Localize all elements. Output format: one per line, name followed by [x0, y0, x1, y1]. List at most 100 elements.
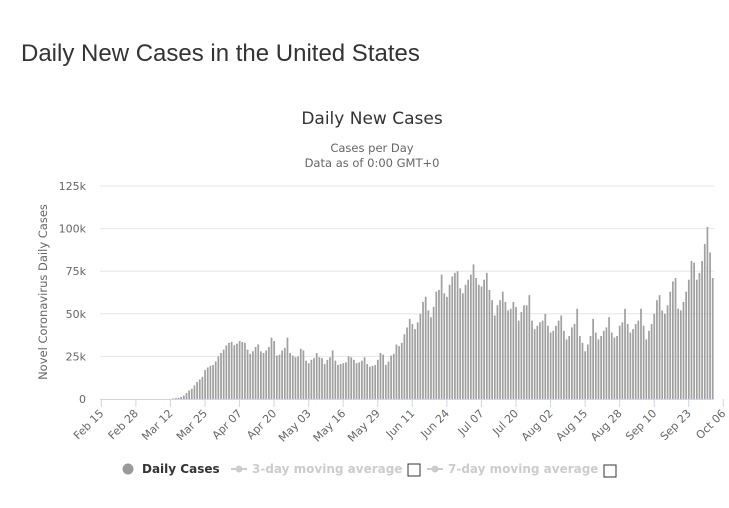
- bar: [629, 332, 632, 399]
- bar: [589, 335, 592, 399]
- x-tick-label: Jun 11: [383, 407, 417, 441]
- y-tick-label: 25k: [66, 350, 87, 363]
- bar: [392, 353, 395, 399]
- bar: [679, 310, 682, 399]
- bar: [299, 348, 302, 399]
- legend-item-7-day-average[interactable]: 7-day moving average: [427, 462, 598, 476]
- bar: [422, 301, 424, 399]
- legend-marker-icon: [431, 465, 439, 473]
- bar: [653, 313, 656, 399]
- bar: [666, 305, 669, 399]
- bar: [225, 345, 228, 399]
- bar: [273, 341, 276, 399]
- legend-checkbox-3-day[interactable]: [407, 463, 421, 477]
- bar: [594, 332, 597, 399]
- bar: [711, 278, 714, 399]
- x-tick-label: Jul 07: [455, 407, 487, 439]
- bar: [337, 364, 339, 399]
- bar: [541, 320, 544, 399]
- bar: [632, 329, 634, 399]
- bar: [493, 315, 496, 399]
- bar: [504, 301, 507, 399]
- bar: [291, 355, 294, 399]
- bar: [217, 356, 220, 399]
- bar: [507, 310, 509, 399]
- bar: [355, 363, 358, 399]
- bar: [483, 279, 486, 399]
- bar: [262, 352, 265, 399]
- bar: [230, 341, 233, 399]
- bar: [222, 349, 225, 399]
- legend-item-daily-cases[interactable]: Daily Cases: [122, 462, 220, 476]
- chart-subtitle-line1: Cases per Day: [330, 141, 413, 155]
- bar: [621, 322, 624, 399]
- bar: [509, 308, 512, 399]
- y-tick-label: 0: [79, 393, 86, 406]
- legend-label-daily-cases: Daily Cases: [142, 462, 220, 476]
- bar: [368, 366, 371, 399]
- legend-checkbox-7-day[interactable]: [603, 464, 617, 478]
- x-tick-label: Aug 28: [588, 407, 625, 444]
- legend-marker-circle-icon: [122, 463, 134, 475]
- bar: [347, 356, 350, 399]
- bar: [190, 388, 193, 399]
- bar: [586, 344, 589, 399]
- bar: [600, 335, 602, 399]
- legend: Daily Cases 3-day moving average 7-day m…: [122, 462, 617, 478]
- bar: [275, 355, 278, 399]
- bar: [406, 327, 408, 399]
- x-tick-label: Jul 20: [489, 407, 521, 439]
- bar: [379, 352, 382, 399]
- bar: [568, 335, 571, 399]
- bar: [244, 342, 246, 399]
- bar: [283, 347, 286, 399]
- bar: [618, 325, 621, 399]
- bar: [384, 364, 387, 399]
- bar: [682, 301, 685, 399]
- bar: [446, 296, 448, 399]
- bar: [690, 260, 693, 399]
- bar: [669, 291, 672, 399]
- bar: [608, 317, 610, 399]
- bar: [642, 325, 645, 399]
- bar: [677, 308, 680, 399]
- bar: [523, 305, 525, 399]
- bar: [501, 291, 504, 399]
- bar: [363, 357, 366, 399]
- bar: [563, 330, 565, 399]
- bar: [637, 320, 640, 399]
- bar: [371, 365, 374, 399]
- bar: [650, 324, 653, 399]
- bar: [613, 337, 616, 399]
- bar: [177, 397, 180, 399]
- bar: [241, 341, 244, 399]
- bar: [204, 370, 206, 399]
- bar: [610, 332, 613, 399]
- bar: [448, 284, 451, 399]
- bar: [438, 289, 440, 399]
- data-bars: [169, 226, 714, 399]
- bar: [305, 360, 307, 399]
- bar: [321, 358, 323, 399]
- bar: [289, 352, 291, 399]
- bar: [188, 390, 190, 399]
- bar: [544, 313, 547, 399]
- bar: [512, 301, 515, 399]
- bar: [416, 322, 419, 399]
- bar: [206, 367, 209, 399]
- legend-item-3-day-average[interactable]: 3-day moving average: [231, 462, 402, 476]
- bar: [427, 310, 430, 399]
- bar: [342, 363, 345, 399]
- bar: [547, 325, 549, 399]
- bar: [435, 291, 438, 399]
- bar: [315, 352, 318, 399]
- legend-label-3-day-average: 3-day moving average: [252, 462, 402, 476]
- bar: [701, 260, 703, 399]
- x-tick-label: Oct 06: [693, 407, 728, 442]
- bar: [345, 362, 347, 399]
- bar: [658, 295, 661, 399]
- bar: [358, 362, 361, 399]
- bar: [528, 295, 531, 399]
- bar: [581, 342, 584, 399]
